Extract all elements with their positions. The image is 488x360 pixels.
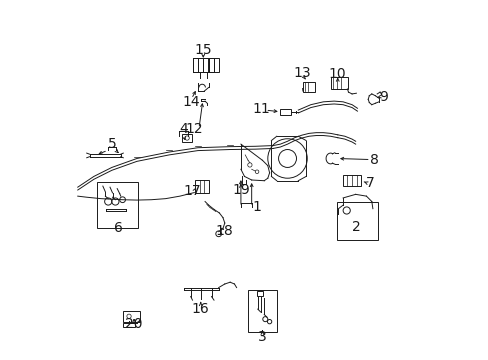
- Bar: [342, 175, 361, 186]
- Text: 16: 16: [191, 302, 209, 316]
- Text: 2: 2: [351, 220, 360, 234]
- Text: 17: 17: [183, 184, 201, 198]
- Text: 12: 12: [185, 122, 203, 136]
- Bar: [122, 323, 135, 327]
- Bar: [214, 58, 219, 72]
- Text: 3: 3: [258, 330, 266, 344]
- Bar: [208, 58, 213, 72]
- Text: 15: 15: [194, 43, 212, 57]
- Bar: [192, 58, 197, 72]
- Text: 19: 19: [232, 183, 249, 197]
- Text: 11: 11: [252, 102, 270, 116]
- Text: 14: 14: [182, 95, 200, 109]
- Bar: [280, 109, 291, 115]
- Text: 13: 13: [292, 66, 310, 80]
- Bar: [302, 82, 315, 92]
- Bar: [122, 311, 140, 322]
- Text: 18: 18: [216, 224, 233, 238]
- Text: 7: 7: [365, 176, 374, 190]
- Text: 6: 6: [114, 221, 122, 235]
- Text: 20: 20: [125, 317, 142, 331]
- Text: 4: 4: [179, 122, 187, 136]
- Text: 9: 9: [378, 90, 387, 104]
- Bar: [182, 134, 191, 142]
- Bar: [256, 291, 263, 296]
- Bar: [195, 180, 208, 193]
- Text: 1: 1: [252, 200, 261, 214]
- Bar: [331, 77, 347, 89]
- Text: 5: 5: [107, 137, 116, 151]
- Bar: [96, 182, 138, 228]
- Text: 8: 8: [369, 153, 378, 167]
- Text: 10: 10: [328, 67, 346, 81]
- Bar: [203, 58, 208, 72]
- Bar: [247, 290, 276, 332]
- Bar: [336, 202, 377, 240]
- Bar: [198, 58, 203, 72]
